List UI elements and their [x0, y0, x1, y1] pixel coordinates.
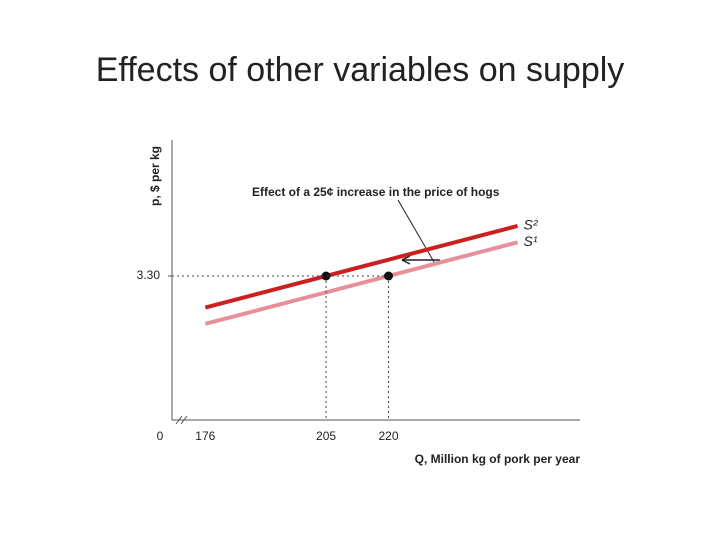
- slide-title: Effects of other variables on supply: [96, 51, 625, 89]
- axis-break: [175, 415, 183, 425]
- supply-line: [204, 240, 519, 326]
- legend-label: S¹: [524, 233, 538, 249]
- shift-arrowhead: [401, 255, 411, 265]
- equilibrium-point: [321, 271, 331, 281]
- legend-label: S²: [524, 217, 539, 233]
- y-axis-title: p, $ per kg: [148, 146, 162, 206]
- y-tick-label: 3.30: [137, 268, 161, 282]
- x-tick-label: 176: [195, 429, 215, 443]
- annotation: Effect of a 25¢ increase in the price of…: [252, 185, 500, 199]
- origin-label: 0: [157, 429, 164, 443]
- x-tick-label: 205: [316, 429, 336, 443]
- equilibrium-point: [383, 271, 393, 281]
- supply-line: [204, 224, 519, 310]
- x-tick-label: 220: [378, 429, 398, 443]
- annotation-pointer: [397, 199, 435, 263]
- axis-break: [180, 415, 188, 425]
- x-axis-title: Q, Million kg of pork per year: [415, 452, 581, 466]
